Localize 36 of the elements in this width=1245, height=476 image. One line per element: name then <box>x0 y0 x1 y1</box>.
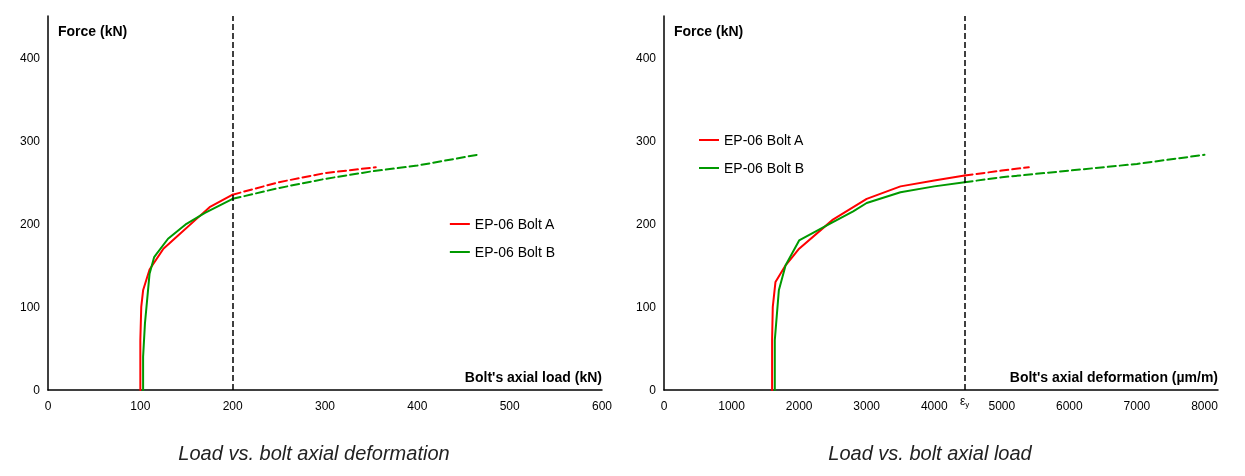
y-tick-label: 300 <box>19 133 41 148</box>
x-tick-label: 2000 <box>785 399 813 413</box>
x-axis-title: Bolt's axial deformation (µm/m) <box>1009 369 1218 385</box>
y-tick-label: 0 <box>33 383 41 397</box>
x-tick-label: 400 <box>407 399 428 413</box>
x-tick-label: 5000 <box>988 399 1016 413</box>
legend-label: EP-06 Bolt B <box>724 160 805 176</box>
x-tick-label: 100 <box>130 399 151 413</box>
y-axis-title: Force (kN) <box>674 23 744 39</box>
y-tick-label: 400 <box>635 50 657 65</box>
legend-label: EP-06 Bolt A <box>724 132 805 148</box>
x-tick-label: 7000 <box>1123 399 1151 413</box>
x-tick-label: 3000 <box>853 399 881 413</box>
text: Load vs. bolt axial load <box>828 442 1033 464</box>
y-tick-label: 0 <box>649 383 657 397</box>
x-tick-label: 600 <box>591 399 613 413</box>
x-axis-title: Bolt's axial load (kN) <box>464 369 602 385</box>
x-tick-label: 200 <box>222 399 243 413</box>
x-tick-label: 6000 <box>1056 399 1084 413</box>
legend-label: EP-06 Bolt B <box>474 244 555 260</box>
text: Load vs. bolt axial deformation <box>178 442 450 464</box>
x-tick-label: 0 <box>660 399 668 413</box>
x-tick-label: 1000 <box>718 399 746 413</box>
y-tick-label: 100 <box>635 299 657 314</box>
y-tick-label: 400 <box>19 50 41 65</box>
y-axis-title: Force (kN) <box>58 23 128 39</box>
y-tick-label: 100 <box>19 299 41 314</box>
x-tick-label: 0 <box>44 399 52 413</box>
y-tick-label: 300 <box>635 133 657 148</box>
x-tick-label: 300 <box>314 399 336 413</box>
x-tick-label: 500 <box>499 399 520 413</box>
x-tick-label: 8000 <box>1191 399 1219 413</box>
x-tick-label: 4000 <box>920 399 948 413</box>
y-tick-label: 200 <box>19 216 41 231</box>
legend-label: EP-06 Bolt A <box>474 216 555 232</box>
y-tick-label: 200 <box>635 216 657 231</box>
